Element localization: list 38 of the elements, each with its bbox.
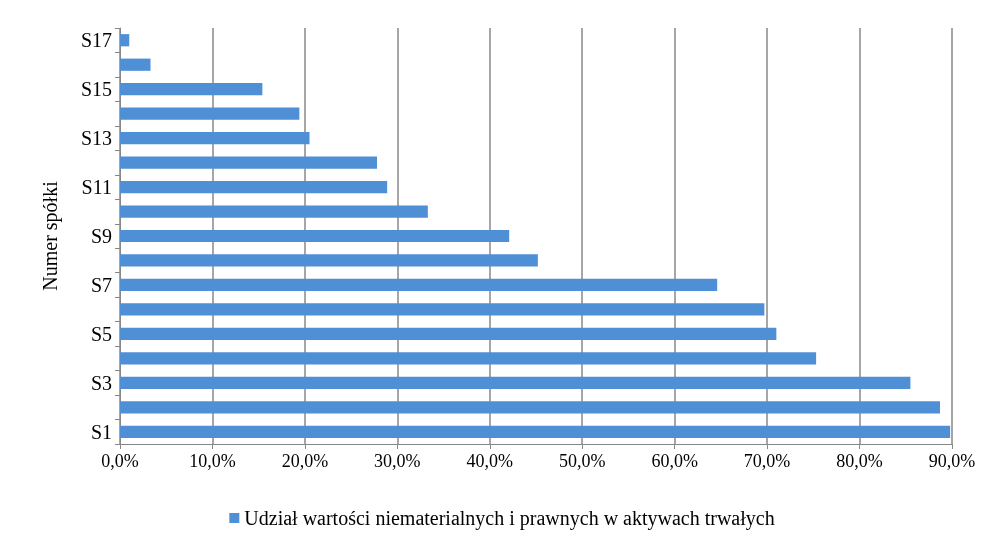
y-tick-label: S1 — [90, 420, 112, 443]
x-tick-label: 10,0% — [189, 451, 236, 471]
y-tick-label: S15 — [80, 78, 112, 101]
x-tick-label: 30,0% — [374, 451, 421, 471]
bar — [120, 229, 510, 243]
bar — [120, 58, 151, 71]
bar — [120, 107, 300, 120]
bar — [120, 205, 428, 218]
bar — [120, 34, 130, 47]
legend-label: Udział wartości niematerialnych i prawnych w aktywach trwałych — [244, 507, 775, 530]
bar — [120, 327, 777, 340]
bar — [120, 180, 388, 194]
bar — [120, 401, 940, 414]
bar — [120, 278, 718, 292]
y-tick-label: S11 — [81, 176, 112, 199]
x-tick-label: 60,0% — [651, 451, 698, 471]
bar — [120, 132, 310, 145]
bar — [120, 156, 377, 169]
x-tick-label: 70,0% — [743, 451, 791, 471]
y-tick-label: S3 — [90, 371, 112, 394]
bar — [120, 303, 765, 316]
bar — [120, 376, 911, 389]
bar — [120, 83, 263, 96]
y-tick-label: S7 — [90, 273, 112, 296]
x-tick-label: 80,0% — [836, 451, 883, 471]
bar — [120, 425, 951, 438]
x-tick-label: 20,0% — [281, 451, 329, 471]
y-axis-title: Numer spółki — [39, 180, 62, 291]
x-tick-label: 40,0% — [466, 451, 514, 471]
y-tick-label: S5 — [90, 322, 112, 345]
x-tick-label: 50,0% — [558, 451, 606, 471]
bar — [120, 352, 817, 365]
x-tick-label: 0,0% — [101, 451, 139, 471]
x-tick-label: 90,0% — [928, 451, 976, 471]
y-tick-label: S17 — [80, 29, 112, 52]
y-tick-label: S9 — [90, 225, 112, 247]
y-tick-label: S13 — [80, 127, 112, 150]
bar — [120, 254, 538, 267]
